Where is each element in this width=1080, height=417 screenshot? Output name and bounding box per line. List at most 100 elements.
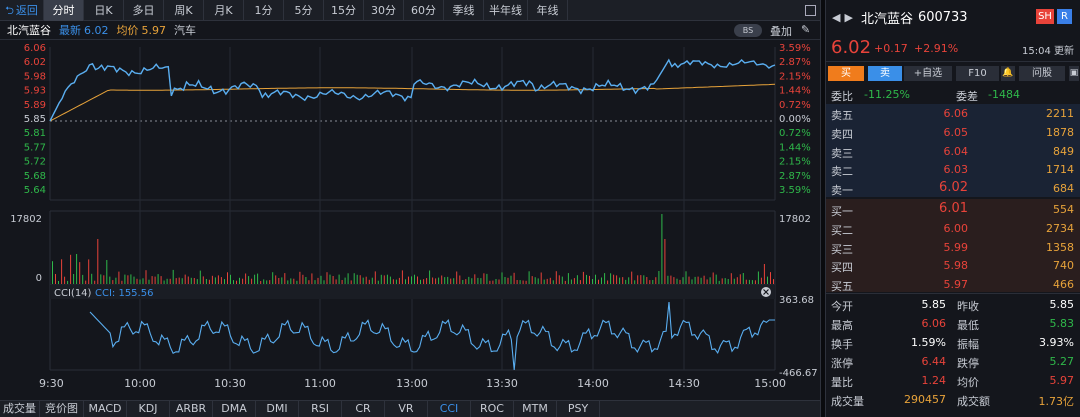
next-stock-icon[interactable]: ▶	[844, 10, 853, 24]
volume-bar	[721, 278, 723, 284]
overlay-button[interactable]: 叠加	[770, 25, 792, 38]
tab-psy[interactable]: PSY	[557, 401, 600, 417]
order-book-row: 卖四 6.05 1878	[826, 124, 1080, 141]
volume-bar	[582, 271, 584, 284]
tab-vr[interactable]: VR	[385, 401, 428, 417]
window-toggle-icon[interactable]	[805, 5, 816, 16]
panel-toggle-icon[interactable]: ▣	[1069, 66, 1079, 81]
bs-toggle[interactable]: BS	[734, 24, 762, 37]
volume-bars	[52, 214, 774, 284]
volume-bar	[335, 279, 337, 284]
volume-bar	[601, 277, 602, 284]
tab-multi-day[interactable]: 多日	[124, 0, 164, 21]
tab-cr[interactable]: CR	[342, 401, 385, 417]
bell-icon[interactable]: 🔔	[1001, 66, 1015, 81]
tab-dma[interactable]: DMA	[213, 401, 256, 417]
order-book-row: 卖二 6.03 1714	[826, 161, 1080, 178]
volume-bar	[751, 280, 753, 284]
tab-60min[interactable]: 60分	[404, 0, 444, 21]
order-book-row: 买四 5.98 740	[826, 257, 1080, 274]
volume-bar	[103, 275, 105, 284]
volume-bar	[368, 279, 370, 284]
panel-divider[interactable]	[820, 0, 826, 417]
stat-label: 振幅	[957, 338, 979, 351]
y-tick-right: 0.00%	[779, 114, 811, 125]
tab-cci[interactable]: CCI	[428, 401, 471, 417]
tab-half-year[interactable]: 半年线	[484, 0, 528, 21]
tab-mtm[interactable]: MTM	[514, 401, 557, 417]
volume-bar	[205, 279, 207, 284]
x-tick-label: 10:30	[214, 377, 246, 390]
volume-bar	[709, 277, 711, 284]
y-tick-right: 2.15%	[779, 157, 811, 168]
tab-quarter[interactable]: 季线	[444, 0, 484, 21]
volume-bar	[619, 277, 621, 284]
volume-bar	[196, 279, 198, 284]
bid-block	[826, 199, 1080, 292]
volume-bar	[405, 279, 406, 284]
tab-volume[interactable]: 成交量	[0, 401, 40, 417]
buy-button[interactable]: 买	[828, 66, 864, 81]
x-tick-label: 15:00	[754, 377, 786, 390]
tab-weekly-k[interactable]: 周K	[164, 0, 204, 21]
order-price: 5.97	[943, 278, 969, 292]
back-button[interactable]: ⮌ 返回	[0, 0, 44, 21]
y-tick-right: 1.44%	[779, 86, 811, 97]
volume-bar	[453, 278, 455, 284]
volume-bar	[592, 279, 593, 284]
tab-rsi[interactable]: RSI	[299, 401, 342, 417]
volume-bar	[465, 279, 467, 284]
volume-bar	[435, 278, 437, 284]
volume-bar	[561, 276, 563, 284]
prev-stock-icon[interactable]: ◀	[832, 10, 841, 24]
pencil-icon[interactable]: ✎	[801, 23, 811, 36]
tab-roc[interactable]: ROC	[471, 401, 514, 417]
y-tick-left: 5.98	[24, 71, 46, 82]
volume-bar	[634, 280, 636, 284]
volume-max-right-label: 17802	[779, 214, 811, 225]
tab-monthly-k[interactable]: 月K	[204, 0, 244, 21]
volume-bar	[408, 276, 409, 284]
tab-5min[interactable]: 5分	[284, 0, 324, 21]
x-tick-label: 9:30	[39, 377, 64, 390]
tab-kdj[interactable]: KDJ	[127, 401, 170, 417]
order-level-label: 卖二	[831, 165, 853, 179]
volume-bar	[227, 272, 228, 284]
volume-bar	[326, 272, 328, 284]
volume-bar	[652, 280, 654, 284]
tab-dmi[interactable]: DMI	[256, 401, 299, 417]
tab-15min[interactable]: 15分	[324, 0, 364, 21]
tab-intraday[interactable]: 分时	[44, 0, 84, 21]
f10-button[interactable]: F10	[956, 66, 999, 81]
volume-bar	[257, 273, 259, 284]
order-price: 6.05	[943, 125, 969, 139]
tab-30min[interactable]: 30分	[364, 0, 404, 21]
order-price: 6.00	[943, 221, 969, 235]
volume-bar	[432, 277, 434, 284]
volume-bar	[371, 277, 373, 284]
volume-bar	[332, 276, 334, 284]
quote-price: 6.02	[831, 37, 872, 58]
stat-label: 换手	[831, 338, 853, 351]
order-level-label: 买五	[831, 280, 853, 294]
sell-button[interactable]: 卖	[868, 66, 902, 81]
ask-stock-button[interactable]: 问股	[1019, 66, 1065, 81]
quote-panel: ◀ ▶ 北汽蓝谷 600733 SH R 6.02 +0.17 +2.91% 1…	[826, 0, 1080, 417]
order-level-label: 买一	[831, 205, 853, 218]
tab-1min[interactable]: 1分	[244, 0, 284, 21]
volume-bar	[661, 214, 663, 284]
volume-bar	[299, 271, 301, 284]
volume-bar	[417, 276, 418, 284]
volume-bar	[329, 274, 331, 284]
add-watchlist-button[interactable]: +自选	[904, 66, 952, 81]
tab-macd[interactable]: MACD	[84, 401, 127, 417]
volume-bar	[555, 271, 557, 284]
tab-auction[interactable]: 竞价图	[40, 401, 84, 417]
volume-bar	[438, 277, 440, 284]
tab-arbr[interactable]: ARBR	[170, 401, 213, 417]
volume-bar	[314, 280, 316, 284]
tab-daily-k[interactable]: 日K	[84, 0, 124, 21]
volume-bar	[398, 277, 400, 284]
cci-close-icon[interactable]	[761, 287, 771, 297]
tab-year[interactable]: 年线	[528, 0, 568, 21]
